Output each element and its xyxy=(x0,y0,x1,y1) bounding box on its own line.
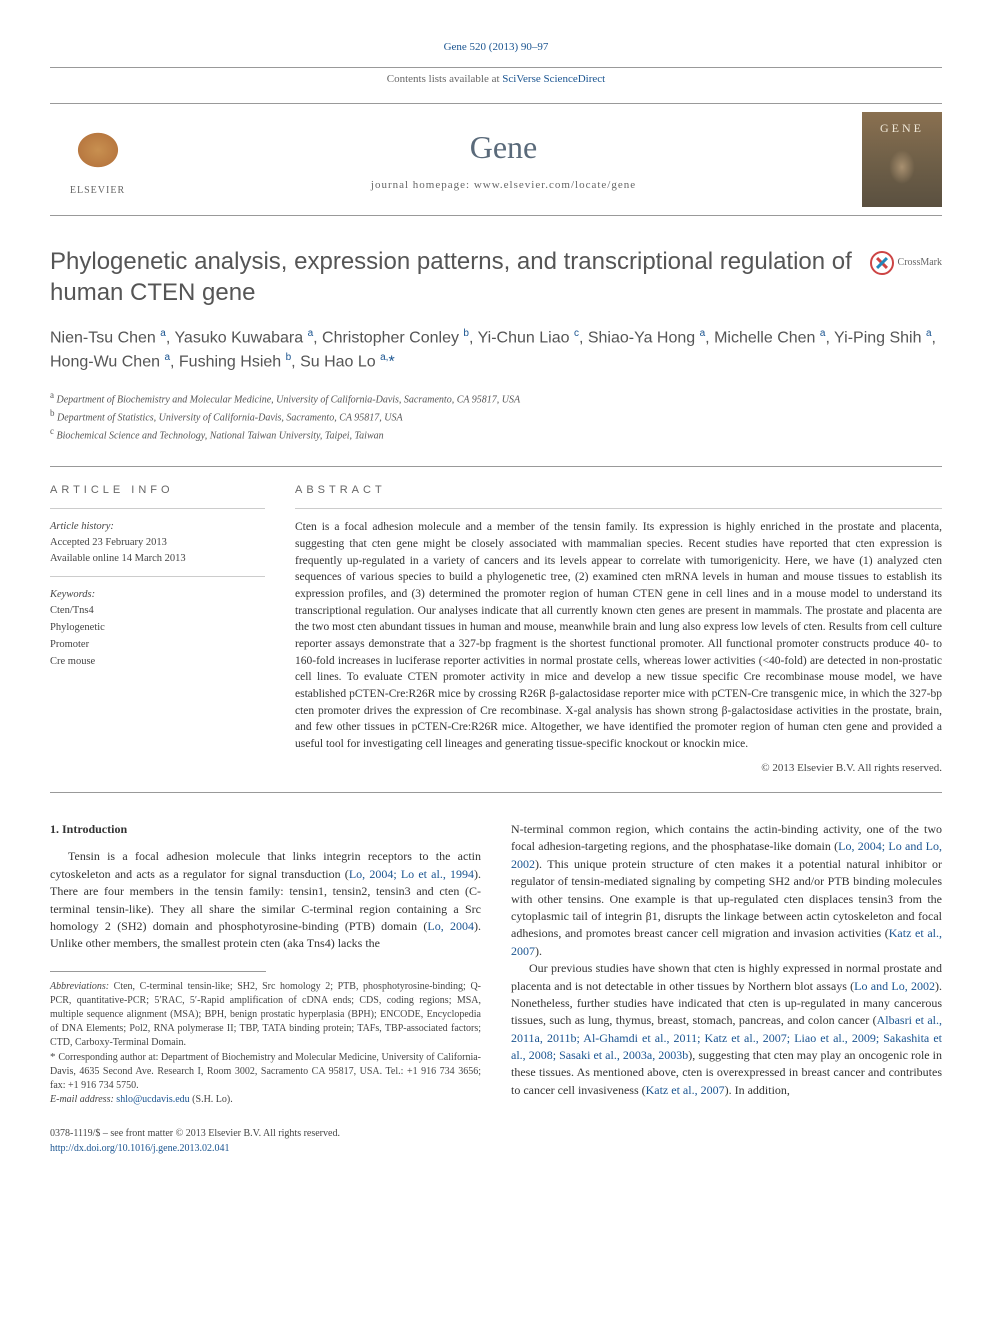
running-head: Gene 520 (2013) 90–97 xyxy=(50,40,942,55)
abstract-copyright: © 2013 Elsevier B.V. All rights reserved… xyxy=(295,761,942,776)
keyword-0: Cten/Tns4 xyxy=(50,603,265,620)
front-matter-text: 0378-1119/$ – see front matter © 2013 El… xyxy=(50,1127,481,1142)
contents-line: Contents lists available at SciVerse Sci… xyxy=(50,72,942,87)
sciencedirect-link[interactable]: SciVerse ScienceDirect xyxy=(502,73,605,85)
keywords-label: Keywords: xyxy=(50,587,265,603)
body-columns: 1. Introduction Tensin is a focal adhesi… xyxy=(50,821,942,1156)
right-p1: N-terminal common region, which contains… xyxy=(511,821,942,960)
keyword-1: Phylogenetic xyxy=(50,620,265,637)
corresponding-email[interactable]: shlo@ucdavis.edu xyxy=(116,1094,189,1105)
footnote-separator xyxy=(50,971,266,972)
left-column: 1. Introduction Tensin is a focal adhesi… xyxy=(50,821,481,1156)
section-1-head: 1. Introduction xyxy=(50,821,481,838)
keywords-list: Cten/Tns4 Phylogenetic Promoter Cre mous… xyxy=(50,603,265,670)
abstract-head: abstract xyxy=(295,483,942,498)
crossmark-badge[interactable]: CrossMark xyxy=(870,251,942,275)
homepage-url: www.elsevier.com/locate/gene xyxy=(474,179,636,191)
left-p1: Tensin is a focal adhesion molecule that… xyxy=(50,848,481,952)
publisher-logo: ELSEVIER xyxy=(50,112,145,207)
contents-text: Contents lists available at xyxy=(387,73,502,85)
doi-link[interactable]: http://dx.doi.org/10.1016/j.gene.2013.02… xyxy=(50,1143,230,1154)
journal-title-block: Gene journal homepage: www.elsevier.com/… xyxy=(145,125,862,193)
article-history: Article history: Accepted 23 February 20… xyxy=(50,519,265,566)
front-matter-block: 0378-1119/$ – see front matter © 2013 El… xyxy=(50,1127,481,1156)
top-rule xyxy=(50,67,942,68)
journal-name: Gene xyxy=(145,125,862,170)
journal-homepage: journal homepage: www.elsevier.com/locat… xyxy=(145,178,862,193)
affiliation-a: a Department of Biochemistry and Molecul… xyxy=(50,389,942,407)
journal-cover-thumb: GENE xyxy=(862,112,942,207)
elsevier-tree-icon xyxy=(63,120,133,180)
abstract-rule xyxy=(295,508,942,509)
crossmark-label: CrossMark xyxy=(898,256,942,270)
affiliation-b: b Department of Statistics, University o… xyxy=(50,407,942,425)
homepage-label: journal homepage: xyxy=(371,179,474,191)
article-title: Phylogenetic analysis, expression patter… xyxy=(50,246,855,308)
email-line: E-mail address: shlo@ucdavis.edu (S.H. L… xyxy=(50,1093,481,1107)
affiliation-c: c Biochemical Science and Technology, Na… xyxy=(50,425,942,443)
keyword-3: Cre mouse xyxy=(50,654,265,671)
journal-banner: ELSEVIER Gene journal homepage: www.else… xyxy=(50,103,942,216)
keyword-2: Promoter xyxy=(50,637,265,654)
article-info-head: article info xyxy=(50,483,265,498)
abstract-text: Cten is a focal adhesion molecule and a … xyxy=(295,519,942,752)
crossmark-icon xyxy=(870,251,894,275)
online-date: Available online 14 March 2013 xyxy=(50,551,265,567)
corresponding-author: * Corresponding author at: Department of… xyxy=(50,1050,481,1093)
info-rule-2 xyxy=(50,576,265,577)
keywords-block: Keywords: Cten/Tns4 Phylogenetic Promote… xyxy=(50,587,265,670)
citation-link[interactable]: Gene 520 (2013) 90–97 xyxy=(444,41,549,53)
abbreviations: Abbreviations: Cten, C-terminal tensin-l… xyxy=(50,980,481,1050)
authors-list: Nien-Tsu Chen a, Yasuko Kuwabara a, Chri… xyxy=(50,326,942,375)
accepted-date: Accepted 23 February 2013 xyxy=(50,535,265,551)
article-info-column: article info Article history: Accepted 2… xyxy=(50,483,265,776)
publisher-name: ELSEVIER xyxy=(70,184,125,198)
right-column: N-terminal common region, which contains… xyxy=(511,821,942,1156)
right-p2: Our previous studies have shown that cte… xyxy=(511,960,942,1099)
info-abstract-row: article info Article history: Accepted 2… xyxy=(50,466,942,793)
affiliations: a Department of Biochemistry and Molecul… xyxy=(50,389,942,444)
history-label: Article history: xyxy=(50,519,265,535)
info-rule-1 xyxy=(50,508,265,509)
footnotes: Abbreviations: Cten, C-terminal tensin-l… xyxy=(50,980,481,1107)
abstract-column: abstract Cten is a focal adhesion molecu… xyxy=(295,483,942,776)
